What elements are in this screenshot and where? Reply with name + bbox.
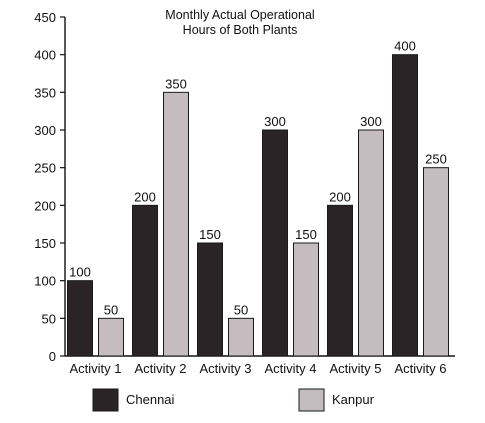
bar-kanpur-3 xyxy=(228,317,254,357)
bar-chennai-1 xyxy=(67,280,93,357)
legend: Chennai Kanpur xyxy=(92,388,375,412)
x-category-label: Activity 1 xyxy=(69,361,121,376)
x-category-label: Activity 4 xyxy=(264,361,316,376)
y-tick-label: 250 xyxy=(34,161,56,176)
data-label-chennai-5: 200 xyxy=(329,189,351,204)
bars xyxy=(67,54,449,357)
legend-label-chennai: Chennai xyxy=(126,392,175,407)
x-category-label: Activity 5 xyxy=(329,361,381,376)
data-label-chennai-1: 100 xyxy=(69,265,91,280)
data-label-chennai-2: 200 xyxy=(134,189,156,204)
y-tick-label: 100 xyxy=(34,274,56,289)
bar-chennai-4 xyxy=(262,129,288,357)
data-label-chennai-4: 300 xyxy=(264,114,286,129)
y-tick-label: 200 xyxy=(34,198,56,213)
bar-chennai-6 xyxy=(392,54,418,357)
data-label-chennai-3: 150 xyxy=(199,227,221,242)
bar-chennai-5 xyxy=(327,204,353,357)
bar-kanpur-2 xyxy=(163,91,189,357)
bar-kanpur-4 xyxy=(293,242,319,357)
legend-swatch-kanpur xyxy=(298,388,325,412)
y-tick-label: 400 xyxy=(34,48,56,63)
bar-chennai-2 xyxy=(132,204,158,357)
data-label-kanpur-1: 50 xyxy=(104,302,118,317)
chart-title-line: Monthly Actual Operational xyxy=(165,8,314,22)
y-tick-label: 150 xyxy=(34,236,56,251)
chart-title-line: Hours of Both Plants xyxy=(183,23,298,37)
bar-chennai-3 xyxy=(197,242,223,357)
x-category-label: Activity 2 xyxy=(134,361,186,376)
data-label-kanpur-6: 250 xyxy=(425,152,447,167)
axes: 0 50 100 150 200 250 300 350 400 450 Activity 1 Act… xyxy=(34,10,455,376)
data-label-chennai-6: 400 xyxy=(394,39,416,54)
legend-label-kanpur: Kanpur xyxy=(332,392,375,407)
data-label-kanpur-4: 150 xyxy=(295,227,317,242)
y-tick-label: 450 xyxy=(34,10,56,25)
y-tick-label: 300 xyxy=(34,123,56,138)
data-label-kanpur-2: 350 xyxy=(165,76,187,91)
bar-kanpur-6 xyxy=(423,167,449,357)
x-category-label: Activity 6 xyxy=(394,361,446,376)
data-labels: 100 50 200 350 150 50 300 150 200 300 400 250 xyxy=(69,39,447,318)
y-tick-label: 50 xyxy=(42,311,56,326)
x-category-label: Activity 3 xyxy=(199,361,251,376)
bar-kanpur-5 xyxy=(358,129,384,357)
legend-swatch-chennai xyxy=(92,388,119,412)
bar-kanpur-1 xyxy=(98,317,124,357)
data-label-kanpur-3: 50 xyxy=(234,302,248,317)
y-tick-label: 0 xyxy=(49,349,56,364)
data-label-kanpur-5: 300 xyxy=(360,114,382,129)
y-tick-label: 350 xyxy=(34,85,56,100)
